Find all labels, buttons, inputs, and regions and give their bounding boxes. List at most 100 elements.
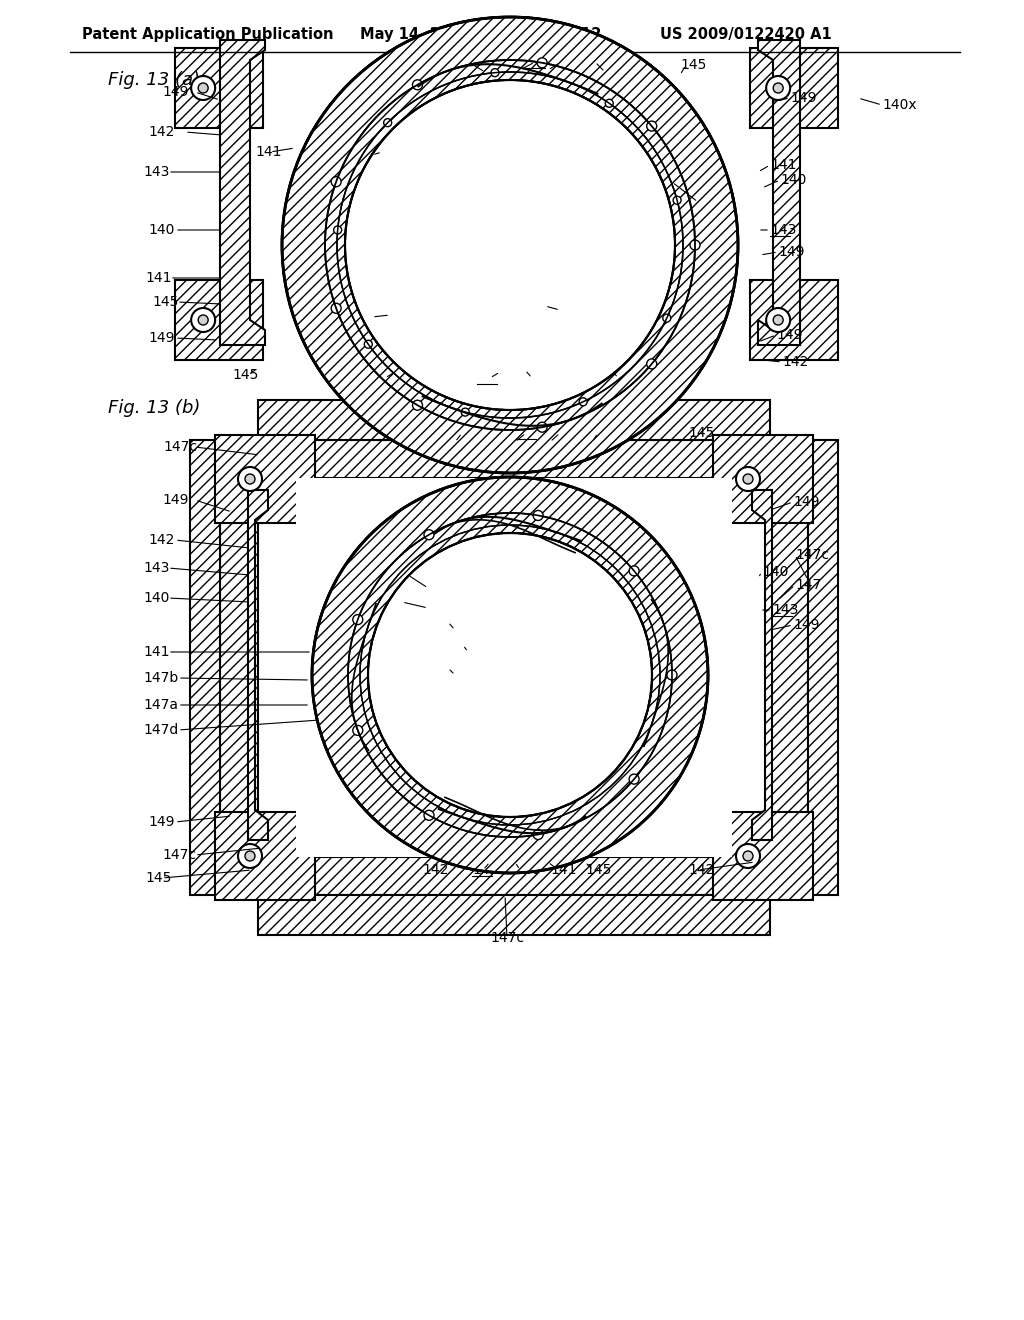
Bar [808,440,838,895]
Text: 145: 145 [453,426,479,440]
Bar [175,48,263,128]
Text: 149: 149 [148,814,174,829]
Polygon shape [500,557,628,685]
Bar [258,895,770,935]
Text: Patent Application Publication: Patent Application Publication [82,28,334,42]
Text: 143: 143 [516,426,543,440]
Text: 149: 149 [778,246,805,259]
Circle shape [663,314,671,322]
Text: 143: 143 [143,561,169,576]
Circle shape [199,315,208,325]
Circle shape [413,79,423,90]
Polygon shape [758,40,800,345]
Text: 149: 149 [148,331,174,345]
Circle shape [334,226,342,234]
Circle shape [736,467,760,491]
Text: 147: 147 [795,578,821,591]
Circle shape [353,726,362,735]
Text: 149: 149 [776,327,803,342]
Text: 149: 149 [790,91,816,106]
Bar [750,48,838,128]
PathPatch shape [312,477,708,873]
Polygon shape [500,664,628,793]
Text: 140: 140 [514,863,541,876]
Text: Fig. 13 (a): Fig. 13 (a) [108,71,200,88]
Text: 147a: 147a [446,638,481,652]
Text: 141: 141 [560,304,587,317]
Text: 145: 145 [680,58,707,73]
Text: 147c: 147c [795,548,829,562]
Circle shape [424,810,434,820]
Circle shape [667,671,677,680]
Text: 142: 142 [375,371,401,385]
Circle shape [534,829,543,840]
Polygon shape [392,664,520,793]
Circle shape [766,308,791,333]
Circle shape [245,851,255,861]
Bar [770,440,808,895]
Circle shape [605,99,613,107]
Text: 145: 145 [145,871,171,884]
Text: 143: 143 [472,863,499,876]
Circle shape [384,119,391,127]
Bar [258,440,770,478]
Text: 147: 147 [360,310,386,323]
Text: 147c: 147c [162,847,196,862]
Circle shape [647,121,656,131]
Text: 141: 141 [395,568,422,582]
Circle shape [191,77,215,100]
Text: 147b: 147b [430,615,465,630]
Bar [258,857,770,895]
Text: 145: 145 [455,55,481,70]
Text: 141: 141 [255,145,282,158]
Circle shape [538,422,547,432]
Text: 142: 142 [587,55,613,69]
Text: 140: 140 [556,55,583,69]
Circle shape [673,197,681,205]
Circle shape [773,83,783,92]
Text: 140x: 140x [882,98,916,112]
Bar [190,440,220,895]
Text: US 2009/0122420 A1: US 2009/0122420 A1 [660,28,831,42]
Circle shape [365,341,373,348]
Text: 142: 142 [148,533,174,546]
Polygon shape [373,539,647,812]
Text: 148: 148 [358,148,384,162]
Text: 143: 143 [772,603,799,616]
Bar [258,400,770,440]
Circle shape [736,843,760,869]
Circle shape [238,843,262,869]
Text: 145: 145 [688,426,715,440]
Circle shape [534,511,543,520]
Circle shape [424,529,434,540]
Circle shape [199,83,208,92]
Text: 149: 149 [793,495,819,510]
Text: 147b: 147b [143,671,178,685]
Text: 140: 140 [762,565,788,579]
Circle shape [743,851,753,861]
Circle shape [346,81,674,409]
Text: 145: 145 [585,863,611,876]
Text: 149: 149 [162,84,188,99]
Circle shape [580,397,587,405]
Bar [175,280,263,360]
Text: 142: 142 [688,863,715,876]
Text: 140: 140 [553,426,580,440]
PathPatch shape [282,17,738,473]
Text: 145: 145 [610,371,636,385]
Text: 143: 143 [477,371,504,385]
Circle shape [647,359,656,368]
Text: 145: 145 [152,294,178,309]
Circle shape [629,774,639,784]
Bar [713,812,813,900]
Circle shape [690,240,700,249]
Text: 141: 141 [770,158,797,172]
Text: 147b: 147b [430,661,465,675]
Polygon shape [392,557,520,685]
Bar [713,436,813,523]
Text: 147: 147 [660,176,686,189]
Circle shape [369,535,651,816]
Polygon shape [248,490,268,840]
Text: 141: 141 [145,271,171,285]
Circle shape [331,304,341,313]
